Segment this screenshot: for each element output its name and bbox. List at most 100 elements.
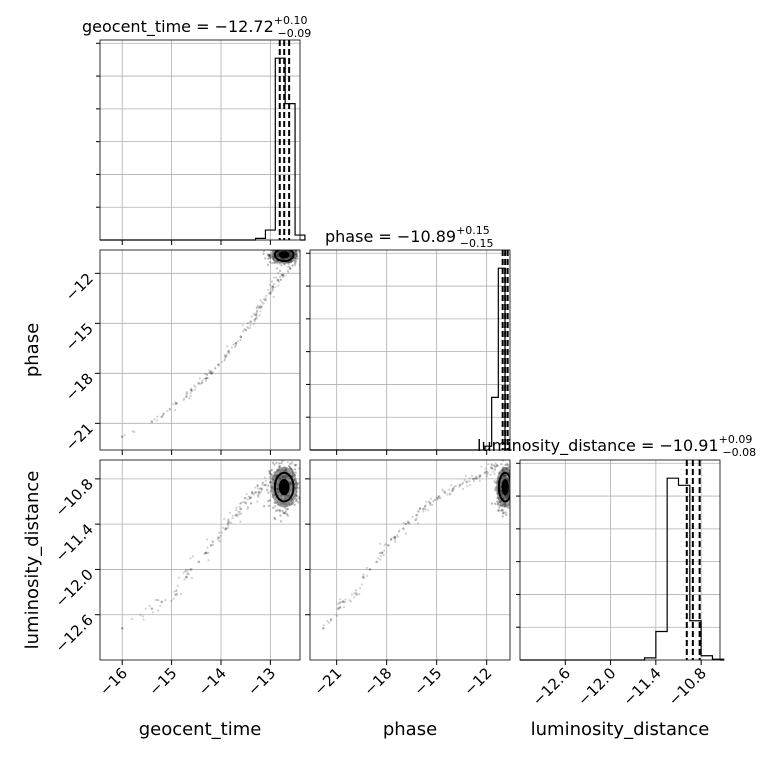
scatter-point [426,509,429,512]
scatter-point [499,509,503,512]
scatter-point [474,475,478,478]
scatter-point [249,502,253,505]
scatter-point [236,513,239,516]
scatter-point [342,600,345,603]
scatter-point [205,373,209,376]
scatter-point [379,542,382,545]
scatter-point [187,573,190,576]
scatter-point [475,477,478,481]
scatter-point [422,510,425,513]
y-tick-label: −10.8 [52,475,97,520]
scatter-point [247,495,250,498]
scatter-luminosity-distance-vs-phase: −21 −18 −15 −12 [305,459,517,699]
x-tick-label: −15 [410,664,445,699]
density-contour-line [497,471,510,503]
scatter-point [510,476,512,478]
scatter-point [120,435,124,438]
scatter-point [366,574,369,577]
scatter-point [435,496,439,499]
scatter-point [246,326,250,330]
scatter-points [120,250,300,438]
scatter-point [205,538,209,541]
scatter-point [256,494,259,497]
scatter-point [322,624,325,627]
scatter-point [297,486,300,490]
y-tick-label: −15 [62,319,97,354]
scatter-point [494,489,497,492]
scatter-point [397,530,401,533]
scatter-point [258,490,261,494]
scatter-point [294,260,298,263]
scatter-point [266,253,269,256]
scatter-point [228,352,231,355]
scatter-point [358,593,361,596]
scatter-point [256,304,259,307]
scatter-point [492,470,495,473]
scatter-point [262,250,266,252]
scatter-point [279,278,282,281]
scatter-point [267,484,270,487]
scatter-point [288,462,292,466]
scatter-point [340,600,343,604]
scatter-point [234,342,238,345]
scatter-point [254,486,257,489]
scatter-point [254,491,257,494]
scatter-point [156,609,160,612]
scatter-point [250,492,254,495]
x-tick-label: −12.0 [574,664,619,709]
scatter-point [256,487,260,490]
scatter-point [511,489,513,491]
scatter-point [166,410,169,413]
scatter-point [275,461,278,464]
scatter-point [282,511,285,515]
scatter-point [404,522,407,526]
scatter-point [148,604,151,608]
scatter-point [203,552,206,555]
scatter-point [269,480,272,484]
scatter-point [150,607,154,610]
scatter-point [423,506,427,509]
scatter-point [280,273,283,277]
scatter-point [207,559,210,562]
scatter-point [288,466,292,469]
scatter-point [394,535,397,538]
scatter-point [268,283,271,286]
scatter-point [268,255,272,258]
scatter-point [130,617,133,620]
scatter-point [269,472,272,476]
scatter-point [182,398,185,401]
scatter-point [461,487,465,490]
scatter-point [162,414,165,417]
scatter-point [322,627,325,630]
scatter-point [227,349,231,352]
scatter-point [498,506,501,509]
scatter-point [174,593,177,596]
scatter-point [252,493,256,496]
scatter-point [151,611,155,614]
scatter-point [162,412,165,415]
scatter-point [157,599,160,602]
scatter-point [225,353,228,356]
scatter-point [365,566,369,569]
scatter-point [276,278,280,282]
scatter-point [261,481,265,485]
scatter-point [294,471,297,474]
scatter-point [263,476,266,479]
scatter-point [286,508,290,511]
scatter-point [272,295,275,299]
scatter-point [515,509,517,511]
scatter-point [298,496,300,499]
y-tick-label: −18 [62,369,97,404]
scatter-point [393,535,396,539]
scatter-point [133,430,136,433]
scatter-point [293,463,297,467]
panel-frame [519,459,721,661]
scatter-point [392,536,395,539]
scatter-point [442,490,445,493]
scatter-point [186,568,189,572]
scatter-point [209,370,213,373]
scatter-point [273,463,276,466]
scatter-point [268,499,272,502]
scatter-point [274,505,277,508]
scatter-point [282,511,286,515]
